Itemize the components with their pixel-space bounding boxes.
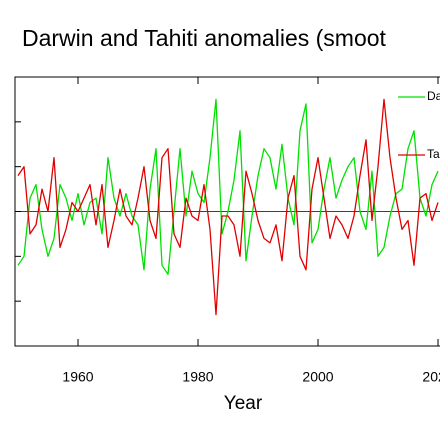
chart-title: Darwin and Tahiti anomalies (smoot [22,25,387,51]
data-line [17,98,439,275]
x-axis-label: Year [224,393,263,414]
legend-label: Ta [427,147,440,161]
x-tick-label: 1980 [182,369,213,385]
x-tick-label: 1960 [62,369,93,385]
x-tick-label: 2020 [422,369,440,385]
legend-label: Da [427,89,440,103]
x-tick-label: 2000 [302,369,333,385]
data-line [17,98,439,316]
